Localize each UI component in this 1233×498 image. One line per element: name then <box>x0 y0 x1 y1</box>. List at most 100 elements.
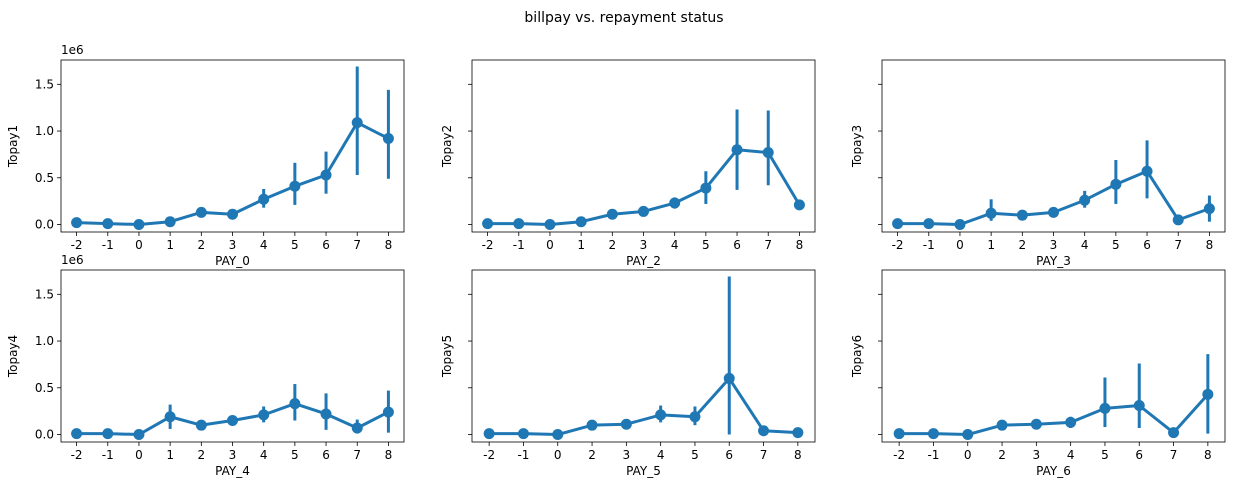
y-tick-label: 1.0 <box>35 124 54 138</box>
data-point <box>731 144 743 156</box>
data-point <box>227 415 238 426</box>
x-tick-label: 3 <box>1050 238 1058 252</box>
x-tick-label: 5 <box>702 238 710 252</box>
y-tick-label: 0.5 <box>35 171 54 185</box>
x-tick-label: 4 <box>1081 238 1089 252</box>
data-point <box>351 117 363 129</box>
data-point <box>1079 194 1091 206</box>
data-point <box>586 419 598 431</box>
x-tick-label: -1 <box>923 238 935 252</box>
x-tick-label: -1 <box>102 448 114 462</box>
data-point <box>1168 427 1180 439</box>
x-tick-label: 6 <box>1135 448 1143 462</box>
x-tick-label: 0 <box>554 448 562 462</box>
data-point <box>620 418 632 430</box>
x-tick-label: 3 <box>1033 448 1041 462</box>
x-tick-label: 1 <box>577 238 585 252</box>
x-axis-label: PAY_2 <box>626 254 661 268</box>
x-tick-label: -1 <box>517 448 529 462</box>
x-tick-label: 7 <box>353 448 361 462</box>
x-tick-label: 3 <box>229 238 237 252</box>
data-point <box>102 218 114 230</box>
x-tick-label: 8 <box>385 238 393 252</box>
x-tick-label: 0 <box>964 448 972 462</box>
data-point <box>289 398 301 410</box>
data-point <box>71 217 83 229</box>
x-tick-label: 3 <box>229 448 237 462</box>
x-tick-label: 5 <box>691 448 699 462</box>
data-point <box>289 180 301 192</box>
data-point <box>258 409 270 421</box>
panel-2: -2 -1 0 1 2 3 4 5 6 7 8 PAY_2 Topay2 <box>440 59 816 268</box>
x-tick-label: -1 <box>102 238 114 252</box>
x-tick-label: 5 <box>1112 238 1120 252</box>
series-line <box>897 392 1210 437</box>
data-point <box>1203 203 1215 215</box>
panel-3: -2 -1 0 1 2 3 4 5 6 7 8 PAY_3 Topay3 <box>850 59 1226 268</box>
axes-frame <box>881 59 1226 233</box>
y-axis-label: Topay4 <box>6 335 20 378</box>
x-tick-label: -2 <box>892 238 904 252</box>
data-point <box>195 419 207 431</box>
data-point <box>320 169 332 181</box>
x-tick-label: 5 <box>291 238 299 252</box>
data-point <box>1030 418 1042 430</box>
y-tick-label: 0.5 <box>35 381 54 395</box>
axes-frame <box>881 269 1226 443</box>
x-tick-label: 2 <box>998 448 1006 462</box>
data-point <box>164 411 176 423</box>
data-point <box>723 372 735 384</box>
x-tick-label: 6 <box>322 448 330 462</box>
x-tick-label: 5 <box>291 448 299 462</box>
data-point <box>71 428 83 440</box>
x-tick-label: 5 <box>1101 448 1109 462</box>
data-point <box>892 218 904 230</box>
x-tick-label: 8 <box>1206 238 1214 252</box>
x-tick-label: 4 <box>657 448 665 462</box>
x-axis-label: PAY_4 <box>215 464 250 478</box>
data-point <box>962 429 974 441</box>
x-tick-label: 2 <box>197 448 205 462</box>
y-tick-label: 1.0 <box>35 334 54 348</box>
x-tick-label: -2 <box>71 238 83 252</box>
x-tick-label: 4 <box>260 448 268 462</box>
x-tick-label: -1 <box>513 238 525 252</box>
x-tick-label: 4 <box>1067 448 1075 462</box>
data-point <box>1016 209 1028 221</box>
x-tick-label: 0 <box>956 238 964 252</box>
x-tick-label: 1 <box>166 448 174 462</box>
x-tick-label: 6 <box>1143 238 1151 252</box>
y-axis-label: Topay5 <box>440 335 454 378</box>
data-point <box>227 208 238 220</box>
x-tick-label: 7 <box>764 238 772 252</box>
data-point <box>1202 388 1214 400</box>
data-point <box>954 219 966 231</box>
data-point <box>669 197 681 209</box>
x-tick-label: 6 <box>733 238 741 252</box>
y-axis-label: Topay6 <box>850 335 864 378</box>
y-offset-label: 1e6 <box>61 253 84 267</box>
series-line <box>487 376 800 437</box>
y-tick-label: 0.0 <box>35 428 54 442</box>
x-tick-label: 8 <box>385 448 393 462</box>
panel-4: 0.0 0.5 1.0 1.5 1e6 -2 -1 0 1 2 3 4 5 6 7 8 PAY_4 Topay4 <box>6 253 405 478</box>
data-point <box>1172 214 1184 226</box>
data-point <box>1099 402 1111 414</box>
x-tick-label: 1 <box>166 238 174 252</box>
data-point <box>351 422 363 434</box>
x-axis-label: PAY_5 <box>626 464 661 478</box>
y-axis-label: Topay2 <box>440 125 454 168</box>
x-tick-label: -2 <box>71 448 83 462</box>
data-point <box>1065 416 1077 428</box>
x-tick-label: 2 <box>588 448 596 462</box>
data-point <box>893 428 905 440</box>
x-tick-label: 4 <box>260 238 268 252</box>
data-point <box>102 428 114 440</box>
y-offset-label: 1e6 <box>61 43 84 57</box>
x-tick-label: -2 <box>482 238 494 252</box>
data-point <box>1133 400 1145 412</box>
x-tick-label: 7 <box>1174 238 1182 252</box>
data-point <box>655 409 667 421</box>
